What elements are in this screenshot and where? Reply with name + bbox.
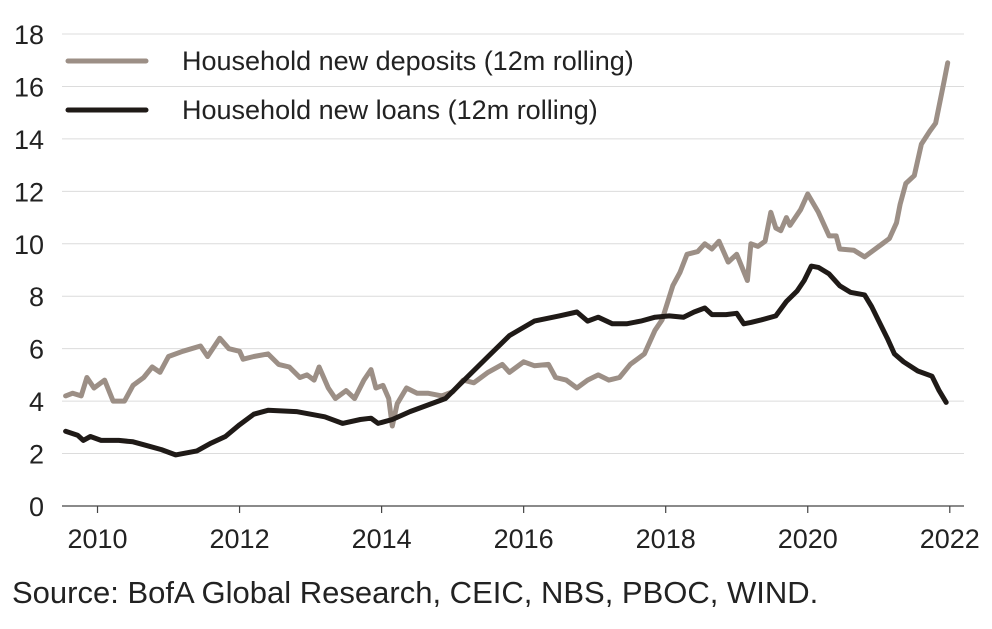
x-tick-label-2012: 2012 <box>210 524 270 554</box>
y-tick-label-18: 18 <box>14 20 44 50</box>
source-note: Source: BofA Global Research, CEIC, NBS,… <box>12 575 819 610</box>
y-tick-label-6: 6 <box>29 335 44 365</box>
x-tick-label-2014: 2014 <box>352 524 412 554</box>
x-tick-label-2018: 2018 <box>636 524 696 554</box>
x-tick-label-2010: 2010 <box>67 524 127 554</box>
series-lines <box>63 60 951 458</box>
y-tick-label-16: 16 <box>14 72 44 102</box>
line-chart: 0 2 4 6 8 10 12 14 16 18 2010 2012 2014 2016 2018 2020… <box>14 20 980 554</box>
legend: Household new deposits (12m rolling) Hous… <box>65 46 634 125</box>
y-tick-label-0: 0 <box>29 492 44 522</box>
y-tick-label-2: 2 <box>29 440 44 470</box>
y-tick-label-10: 10 <box>14 230 44 260</box>
y-tick-label-4: 4 <box>29 387 44 417</box>
x-tick-label-2020: 2020 <box>778 524 838 554</box>
y-axis-ticks: 0 2 4 6 8 10 12 14 16 18 <box>14 20 44 522</box>
x-tick-label-2022: 2022 <box>920 524 980 554</box>
legend-label-deposits: Household new deposits (12m rolling) <box>182 46 634 76</box>
y-tick-label-12: 12 <box>14 177 44 207</box>
series-line-deposits <box>63 60 951 429</box>
x-tick-label-2016: 2016 <box>494 524 554 554</box>
legend-label-loans: Household new loans (12m rolling) <box>182 95 598 125</box>
series-line-loans <box>63 263 949 458</box>
y-tick-label-14: 14 <box>14 125 44 155</box>
y-tick-label-8: 8 <box>29 282 44 312</box>
x-axis: 2010 2012 2014 2016 2018 2020 2022 <box>62 505 980 554</box>
